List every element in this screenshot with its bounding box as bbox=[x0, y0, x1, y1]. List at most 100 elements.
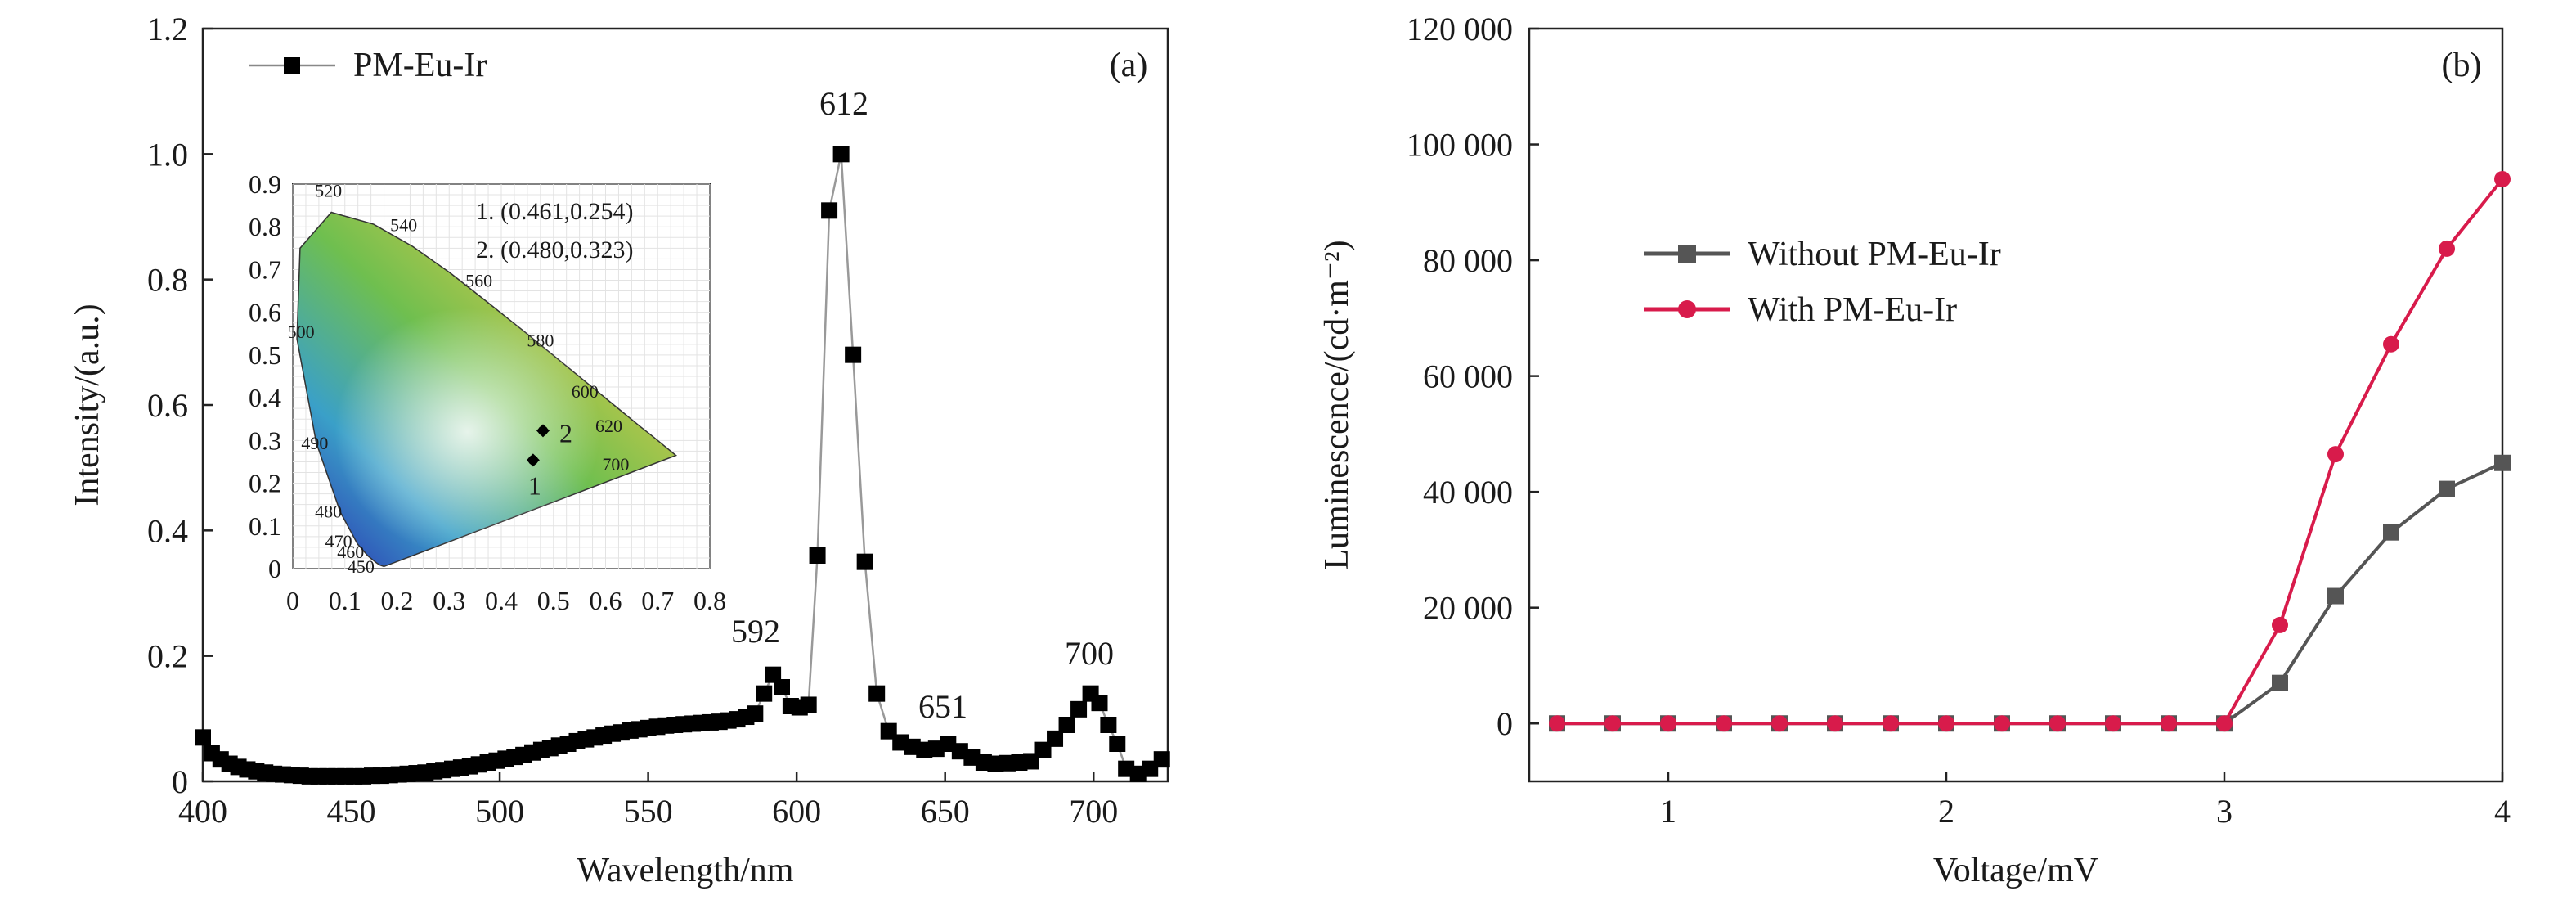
data-point-pm-eu-ir bbox=[845, 346, 862, 363]
inset-x-tick-label: 0.6 bbox=[590, 586, 622, 615]
panel-label-b: (b) bbox=[2442, 47, 2482, 84]
inset-x-tick-label: 0.1 bbox=[329, 586, 361, 615]
data-point-with bbox=[1771, 715, 1788, 732]
inset-x-tick-label: 0.4 bbox=[485, 586, 518, 615]
inset-y-tick-label: 0.3 bbox=[249, 425, 281, 455]
inset-y-tick-label: 0.2 bbox=[249, 469, 281, 498]
inset-y-tick-label: 0 bbox=[268, 554, 281, 583]
data-point-pm-eu-ir bbox=[774, 679, 790, 695]
data-point-with bbox=[1716, 715, 1732, 732]
data-point-pm-eu-ir bbox=[868, 685, 886, 702]
peak-label-612: 612 bbox=[819, 85, 868, 122]
series-group-b bbox=[1549, 171, 2511, 732]
data-point-with bbox=[2161, 715, 2177, 732]
panel-a: 400 450 500 550 600 650 700 0 0.2 0.4 0.6 0.8 1.0 1.2… bbox=[69, 11, 1170, 889]
data-point-pm-eu-ir bbox=[756, 685, 773, 702]
data-point-with bbox=[2272, 616, 2288, 633]
y-tick-label-a: 0.8 bbox=[147, 262, 188, 299]
locus-label: 580 bbox=[527, 330, 554, 350]
locus-label: 600 bbox=[572, 381, 599, 402]
x-tick-label-a: 500 bbox=[475, 793, 524, 830]
inset-x-tick-label: 0.5 bbox=[537, 586, 570, 615]
inset-x-tick-label: 0.8 bbox=[693, 586, 726, 615]
panel-label-a: (a) bbox=[1110, 47, 1148, 84]
legend-label-with: With PM-Eu-Ir bbox=[1748, 291, 1957, 329]
data-point-pm-eu-ir bbox=[195, 729, 211, 746]
data-point-without bbox=[2439, 480, 2455, 497]
data-point-with bbox=[1994, 715, 2010, 732]
legend-a: PM-Eu-Ir bbox=[249, 47, 487, 84]
y-tick-label-a: 0.2 bbox=[147, 638, 188, 675]
x-tick-label-a: 650 bbox=[921, 793, 970, 830]
y-tick-label-a: 0.4 bbox=[147, 512, 188, 549]
legend-marker-a bbox=[284, 57, 300, 74]
inset-y-tick-label: 0.4 bbox=[249, 383, 281, 412]
data-point-pm-eu-ir bbox=[1091, 695, 1108, 712]
inset-legend-line-1: 1. (0.461,0.254) bbox=[476, 198, 633, 225]
legend-label-without: Without PM-Eu-Ir bbox=[1748, 236, 2001, 273]
axis-ticks-a: 400 450 500 550 600 650 700 0 0.2 0.4 0.6 0.8 1.0 1.2 bbox=[147, 11, 1118, 830]
locus-label: 450 bbox=[348, 556, 375, 577]
locus-label: 540 bbox=[390, 214, 417, 235]
inset-legend-line-2: 2. (0.480,0.323) bbox=[476, 236, 633, 263]
locus-label: 700 bbox=[602, 454, 629, 475]
data-point-pm-eu-ir bbox=[800, 696, 817, 713]
data-point-with bbox=[2049, 715, 2066, 732]
locus-label: 520 bbox=[315, 181, 342, 201]
cie-point-label-2: 2 bbox=[559, 418, 572, 448]
data-point-with bbox=[1549, 715, 1565, 732]
data-point-pm-eu-ir bbox=[1058, 717, 1075, 733]
y-axis-title-a: Intensity/(a.u.) bbox=[69, 304, 106, 506]
peak-label-700: 700 bbox=[1065, 635, 1114, 672]
x-tick-label-b: 2 bbox=[1938, 793, 1954, 830]
x-tick-label-a: 400 bbox=[178, 793, 227, 830]
inset-x-tick-label: 0 bbox=[286, 586, 299, 615]
x-tick-label-b: 1 bbox=[1660, 793, 1676, 830]
y-tick-label-a: 1.2 bbox=[147, 11, 188, 47]
x-tick-label-a: 450 bbox=[327, 793, 376, 830]
cie-inset: 450460470480490500520540560580600620700 … bbox=[249, 169, 726, 615]
y-tick-label-b: 120 000 bbox=[1407, 11, 1513, 47]
inset-x-tick-label: 0.3 bbox=[433, 586, 465, 615]
inset-y-tick-label: 0.5 bbox=[249, 340, 281, 370]
inset-x-tick-label: 0.2 bbox=[381, 586, 414, 615]
locus-label: 560 bbox=[465, 270, 492, 290]
data-point-pm-eu-ir bbox=[765, 666, 782, 683]
cie-point-label-1: 1 bbox=[528, 470, 541, 500]
data-point-with bbox=[2439, 240, 2455, 257]
data-point-with bbox=[1827, 715, 1843, 732]
data-point-without bbox=[2494, 454, 2511, 471]
data-point-with bbox=[2494, 171, 2511, 187]
x-axis-title-a: Wavelength/nm bbox=[577, 852, 794, 889]
locus-label: 480 bbox=[315, 501, 342, 521]
y-tick-label-b: 0 bbox=[1497, 705, 1513, 742]
locus-label: 490 bbox=[301, 433, 328, 453]
peak-label-592: 592 bbox=[731, 613, 780, 650]
data-point-pm-eu-ir bbox=[809, 547, 826, 564]
inset-ticks: 0 0.1 0.2 0.3 0.4 0.5 0.6 0.7 0.8 0 0.1 0.2 0.3 0.4 0.… bbox=[249, 169, 726, 615]
cie-points: 12 bbox=[526, 418, 572, 500]
y-tick-label-a: 0 bbox=[172, 763, 188, 800]
legend-marker-with bbox=[1678, 300, 1696, 318]
cie-white-region bbox=[297, 212, 676, 567]
data-point-pm-eu-ir bbox=[832, 146, 850, 163]
series-pm-eu-ir bbox=[195, 146, 1170, 785]
data-point-without bbox=[2272, 674, 2288, 691]
locus-label: 470 bbox=[325, 531, 352, 551]
y-tick-label-b: 100 000 bbox=[1407, 127, 1513, 164]
y-axis-title-b: Luminescence/(cd·m⁻²) bbox=[1318, 240, 1356, 569]
x-tick-label-a: 550 bbox=[624, 793, 673, 830]
series-line-with bbox=[1557, 178, 2504, 726]
y-tick-label-a: 1.0 bbox=[147, 136, 188, 173]
data-point-without bbox=[2383, 524, 2399, 541]
legend-b: Without PM-Eu-Ir With PM-Eu-Ir bbox=[1644, 236, 2001, 329]
data-point-pm-eu-ir bbox=[1109, 736, 1126, 752]
inset-y-tick-label: 0.8 bbox=[249, 212, 281, 241]
locus-label: 620 bbox=[595, 416, 622, 436]
inset-y-tick-label: 0.1 bbox=[249, 511, 281, 541]
series-line-without bbox=[1557, 461, 2503, 726]
y-tick-label-b: 80 000 bbox=[1423, 242, 1513, 279]
data-point-pm-eu-ir bbox=[1100, 717, 1117, 733]
